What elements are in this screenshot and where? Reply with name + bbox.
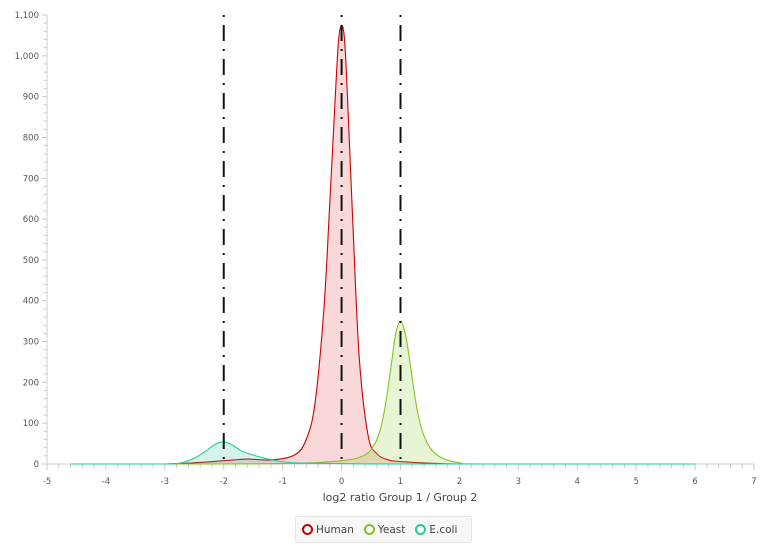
x-tick-label: 4: [575, 477, 580, 487]
y-tick-label: 1,000: [15, 52, 39, 62]
x-tick-label: 3: [516, 477, 521, 487]
y-tick-label: 300: [23, 338, 39, 348]
x-tick-label: 5: [633, 477, 638, 487]
x-tick-label: -1: [278, 477, 286, 487]
legend-label: E.coli: [429, 523, 458, 536]
x-tick-label: 6: [692, 477, 697, 487]
series-human: [70, 24, 696, 465]
y-axis: 0 100 200 300 400 500 600 700 800 900 1,000 1,100: [15, 11, 48, 470]
circle-marker-icon: [363, 524, 375, 535]
reference-lines: [222, 15, 402, 464]
x-axis: -5 -4 -3 -2 -1 0 1 2 3 4 5 6 7: [43, 463, 757, 487]
x-axis-title: log2 ratio Group 1 / Group 2: [323, 491, 478, 504]
legend-label: Yeast: [377, 523, 406, 536]
legend-item-yeast[interactable]: Yeast: [363, 523, 406, 536]
x-tick-label: 1: [398, 477, 403, 487]
y-tick-label: 500: [23, 256, 39, 266]
legend-label: Human: [316, 523, 354, 536]
legend-item-human[interactable]: Human: [302, 524, 354, 536]
y-tick-label: 700: [23, 174, 39, 184]
x-tick-label: -3: [161, 477, 169, 487]
x-tick-label: 0: [339, 477, 344, 487]
y-tick-label: 400: [23, 297, 39, 307]
x-tick-label: -5: [43, 477, 51, 487]
y-tick-label: 900: [23, 93, 39, 103]
y-tick-label: 100: [23, 419, 39, 429]
series-yeast: [70, 320, 696, 465]
y-tick-label: 800: [23, 133, 39, 143]
circle-marker-icon: [415, 524, 427, 535]
series-ecoli: [70, 441, 696, 465]
x-tick-label: 7: [751, 477, 756, 487]
legend-item-ecoli[interactable]: E.coli: [415, 524, 457, 536]
x-tick-label: -2: [220, 477, 228, 487]
y-tick-label: 200: [23, 378, 39, 388]
y-tick-label: 0: [34, 460, 39, 470]
y-tick-label: 1,100: [15, 11, 39, 21]
x-tick-label: -4: [102, 477, 110, 487]
legend: Human Yeast E.coli: [295, 516, 473, 543]
circle-marker-icon: [302, 524, 313, 535]
series-layer: [70, 24, 696, 465]
x-tick-label: 2: [457, 477, 462, 487]
y-tick-label: 600: [23, 215, 39, 225]
